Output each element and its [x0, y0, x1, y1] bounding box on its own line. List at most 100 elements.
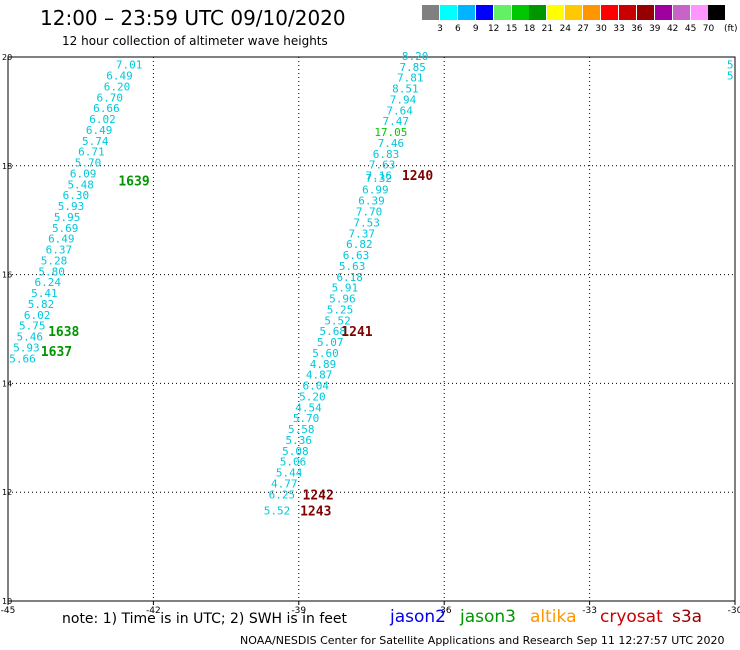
- y-tick-label: 20: [2, 53, 12, 62]
- wave-height-label: 6.99: [362, 184, 389, 197]
- wave-height-label: 8.51: [392, 83, 419, 96]
- legend-label: 18: [523, 24, 536, 34]
- wave-height-label: 7.94: [390, 93, 417, 106]
- wave-height-label: 6.02: [89, 113, 116, 126]
- x-tick-label: -30: [728, 606, 740, 616]
- wave-height-label: 5.07: [317, 336, 344, 349]
- pass-time-label: 1242: [303, 488, 334, 503]
- legend-swatch: [618, 5, 636, 20]
- legend-label: 39: [649, 24, 661, 34]
- wave-height-label: 5.70: [293, 412, 320, 425]
- pass-time-label: 1243: [300, 505, 331, 520]
- wave-height-label: 6.18: [336, 271, 363, 284]
- legend-label: 9: [472, 24, 479, 34]
- wave-height-label: 4.77: [271, 477, 298, 490]
- legend-swatch: [422, 5, 439, 20]
- y-tick-label: 12: [2, 488, 12, 497]
- wave-height-label: 7.37: [349, 227, 376, 240]
- wave-height-label: 5.74: [82, 135, 109, 148]
- legend-label: 36: [631, 24, 643, 34]
- wave-height-label: 5.44: [276, 467, 303, 480]
- wave-height-label: 5.91: [332, 282, 359, 295]
- wave-height-label: 5.52: [324, 314, 351, 327]
- legend-label: 24: [559, 24, 572, 34]
- wave-height-label: 6.02: [24, 309, 51, 322]
- wave-height-label: 6.24: [34, 276, 61, 289]
- legend-label: 42: [666, 24, 679, 34]
- wave-height-label: 6.09: [70, 167, 97, 180]
- legend-swatch: [439, 5, 457, 20]
- legend-label: 21: [541, 24, 554, 34]
- wave-height-label: 5.28: [41, 254, 68, 267]
- legend-swatch: [583, 5, 601, 20]
- legend-swatch: [475, 5, 493, 20]
- wave-height-label: 7.64: [386, 104, 413, 117]
- wave-height-label: 5.68: [319, 325, 346, 338]
- satellite-altika: altika: [530, 607, 577, 627]
- legend-label: 70: [702, 24, 715, 34]
- wave-height-label: 5.25: [327, 303, 354, 316]
- y-tick-label: 10: [2, 597, 12, 606]
- wave-height-label: 5: [727, 69, 734, 82]
- legend-label: 27: [577, 24, 589, 34]
- wave-height-label: 7.46: [378, 137, 405, 150]
- wave-height-label: 6.25: [269, 488, 296, 501]
- wave-height-label: 7.81: [397, 72, 424, 85]
- wave-height-label: 6.71: [78, 146, 105, 159]
- legend-label: 30: [595, 24, 607, 34]
- wave-height-label: 8.20: [402, 50, 429, 63]
- footer-note: note: 1) Time is in UTC; 2) SWH is in fe…: [62, 611, 348, 627]
- pass-time-label: 1241: [341, 325, 372, 340]
- wave-height-label: 5.70: [75, 157, 102, 170]
- wave-height-label: 5.20: [299, 390, 326, 403]
- y-tick-label: 14: [2, 379, 12, 388]
- chart-title: 12:00 – 23:59 UTC 09/10/2020: [40, 6, 346, 30]
- pass-time-label: 1240: [402, 169, 433, 184]
- legend-swatch: [529, 5, 547, 20]
- legend-swatch: [457, 5, 475, 20]
- pass-time-label: 1638: [48, 325, 79, 340]
- wave-height-label: 5.69: [52, 222, 79, 235]
- satellite-jason3: jason3: [460, 607, 516, 627]
- wave-height-label: 6.49: [48, 233, 75, 246]
- wave-height-label: 5: [727, 59, 734, 72]
- wave-height-label: 5.58: [288, 423, 315, 436]
- legend-label: 3: [437, 24, 443, 34]
- pass-time-label: 1637: [41, 345, 72, 360]
- legend-swatch: [493, 5, 511, 20]
- wave-height-label: 5.48: [67, 178, 94, 191]
- wave-height-label: 6.20: [104, 80, 131, 93]
- wave-height-label: 5.08: [282, 445, 309, 458]
- x-tick-label: -39: [291, 606, 306, 616]
- y-tick-label: 18: [2, 162, 12, 171]
- wave-height-label: 6.49: [106, 69, 133, 82]
- wave-height-label: 5.41: [31, 287, 58, 300]
- legend-swatch: [672, 5, 690, 20]
- wave-height-label: 5.75: [19, 320, 46, 333]
- y-tick-label: 16: [2, 271, 12, 280]
- wave-height-label: 5.95: [54, 211, 81, 224]
- wave-height-label: 4.54: [295, 401, 322, 414]
- wave-height-label: 7.01: [116, 59, 143, 72]
- wave-height-label: 6.39: [358, 195, 385, 208]
- wave-height-label: 6.30: [63, 189, 90, 202]
- wave-height-label: 4.87: [306, 369, 333, 382]
- legend-swatch: [565, 5, 583, 20]
- wave-height-label: 5.46: [17, 331, 44, 344]
- legend-swatch: [708, 5, 726, 20]
- x-tick-label: -42: [146, 606, 161, 616]
- legend-swatch: [690, 5, 708, 20]
- wave-height-label: 5.93: [58, 200, 85, 213]
- wave-height-label: 5.82: [28, 298, 55, 311]
- chart-subtitle: 12 hour collection of altimeter wave hei…: [62, 34, 328, 48]
- legend-label: 12: [487, 24, 500, 34]
- legend-swatch: [601, 5, 618, 20]
- x-tick-label: -45: [1, 606, 16, 616]
- wave-height-label: 7.63: [369, 159, 396, 172]
- x-tick-label: -36: [437, 606, 452, 616]
- wave-height-label: 5.63: [339, 260, 366, 273]
- wave-height-label: 7.85: [399, 61, 426, 74]
- plot-frame: [7, 56, 736, 602]
- legend-swatch: [511, 5, 529, 20]
